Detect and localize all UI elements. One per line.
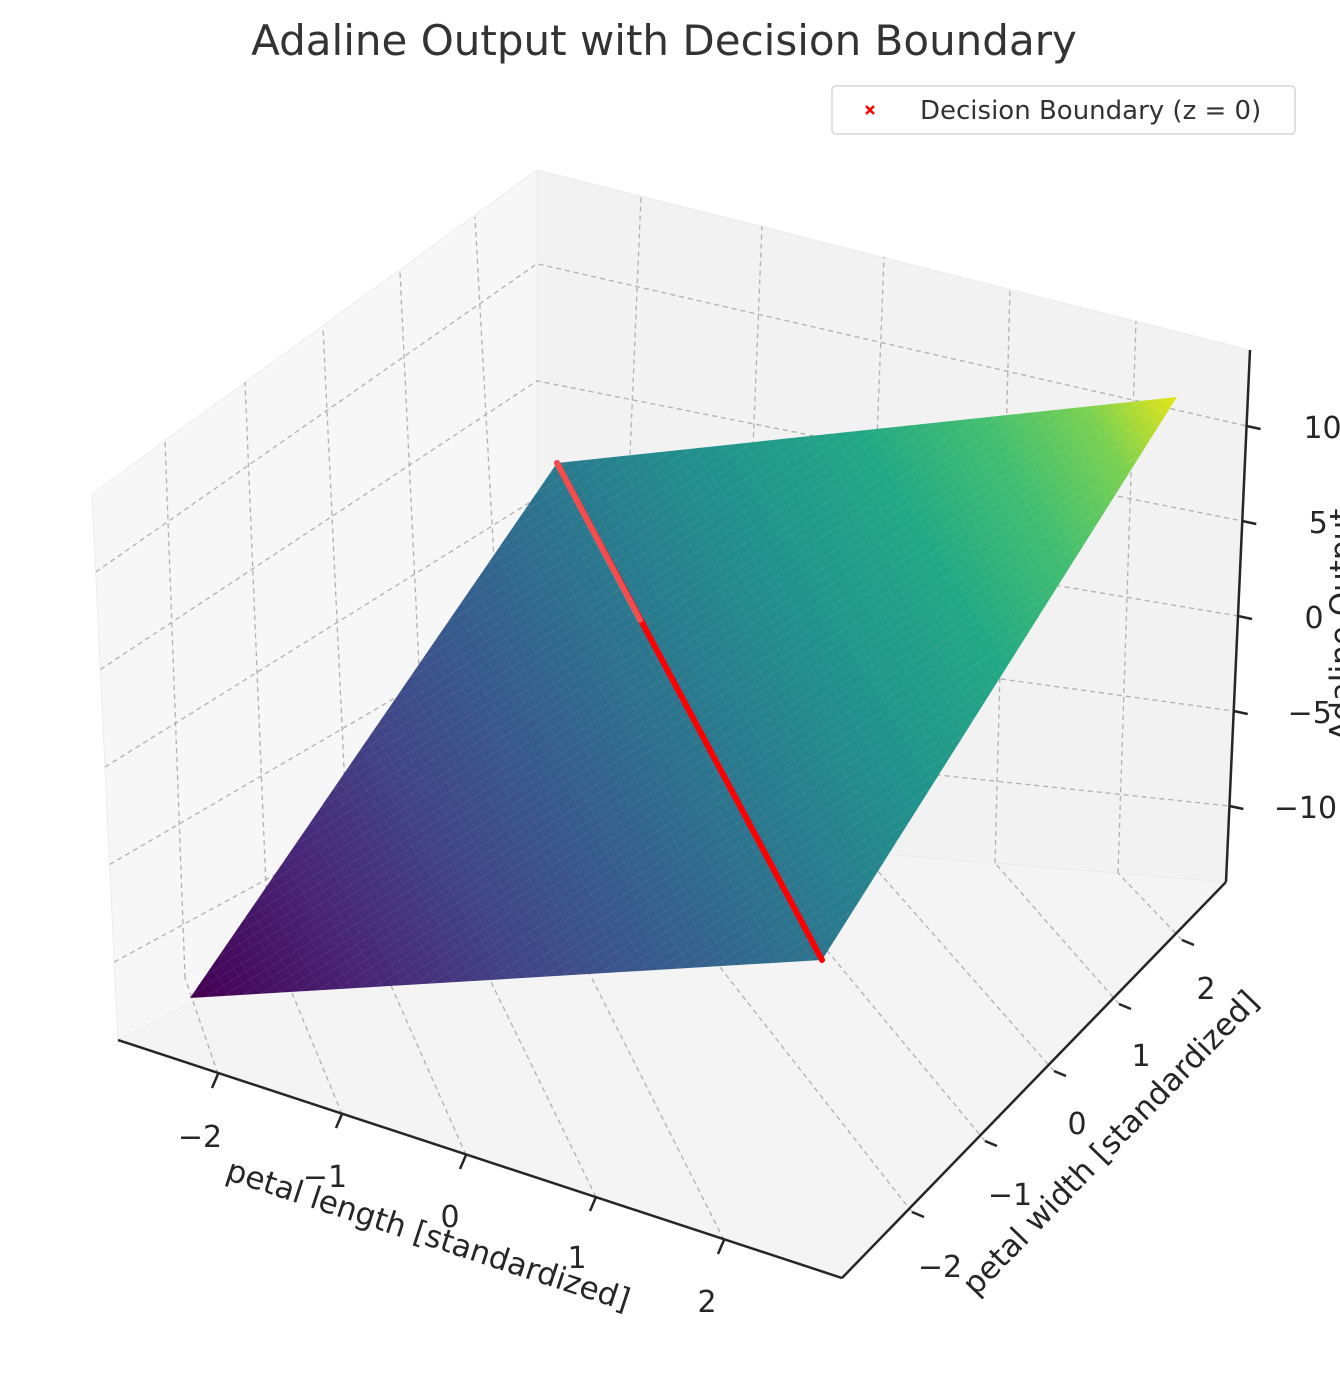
y-gridline-floor xyxy=(994,862,1120,1005)
decision-boundary-fade xyxy=(554,460,643,623)
y-gridline-floor xyxy=(736,841,986,1142)
legend-marker xyxy=(865,105,875,115)
y-gridline-floor xyxy=(1117,872,1183,941)
y-tick-mark xyxy=(984,1139,998,1148)
x-tick-mark xyxy=(458,1154,468,1170)
z-tick-mark xyxy=(1246,424,1261,431)
legend-label: Decision Boundary (z = 0) xyxy=(920,96,1261,126)
z-tick-mark xyxy=(1229,804,1244,811)
z-tick-label: −10 xyxy=(1274,791,1337,826)
z-gridline xyxy=(109,614,1234,866)
legend: Decision Boundary (z = 0) xyxy=(831,85,1296,135)
x-tick-label: 2 xyxy=(697,1285,716,1320)
x-tick-mark xyxy=(210,1073,220,1089)
y-tick-mark xyxy=(1118,1002,1132,1011)
z-tick-label: 10 xyxy=(1303,411,1340,446)
chart-title: Adaline Output with Decision Boundary xyxy=(251,16,1077,65)
x-tick-label: 0 xyxy=(440,1200,459,1235)
decision-boundary xyxy=(554,460,825,963)
y-gridline-floor xyxy=(860,851,1055,1072)
z-tick-mark xyxy=(1233,709,1248,716)
x-tick-label: 1 xyxy=(567,1241,586,1276)
legend-box xyxy=(831,85,1296,135)
y-axis-line xyxy=(841,881,1227,1279)
z-tick-mark xyxy=(1242,519,1257,526)
y-tick-mark xyxy=(911,1210,925,1219)
y-tick-label: 2 xyxy=(1196,972,1215,1007)
y-tick-label: −2 xyxy=(918,1250,962,1285)
z-axis-label: Adaline Output xyxy=(1324,509,1340,742)
x-axis-line xyxy=(117,1038,843,1280)
y-tick-label: −1 xyxy=(988,1178,1032,1213)
y-tick-label: 0 xyxy=(1067,1107,1086,1142)
z-tick-label: 5 xyxy=(1309,506,1328,541)
y-gridline-wall xyxy=(994,288,1011,864)
z-tick-label: 0 xyxy=(1304,601,1323,636)
x-tick-label: −1 xyxy=(303,1160,347,1195)
x-tick-mark xyxy=(334,1113,344,1129)
z-tick-label: −5 xyxy=(1288,696,1332,731)
y-tick-label: 1 xyxy=(1131,1039,1150,1074)
x-gridline-wall xyxy=(244,381,269,936)
z-tick-mark xyxy=(1237,614,1253,621)
x-tick-label: −2 xyxy=(178,1120,222,1155)
x-gridline-floor xyxy=(184,977,219,1075)
x-tick-mark xyxy=(588,1196,598,1212)
y-tick-mark xyxy=(1053,1069,1067,1078)
x-gridline-wall xyxy=(399,271,429,854)
x-tick-mark xyxy=(716,1239,726,1255)
y-tick-mark xyxy=(1181,938,1195,947)
